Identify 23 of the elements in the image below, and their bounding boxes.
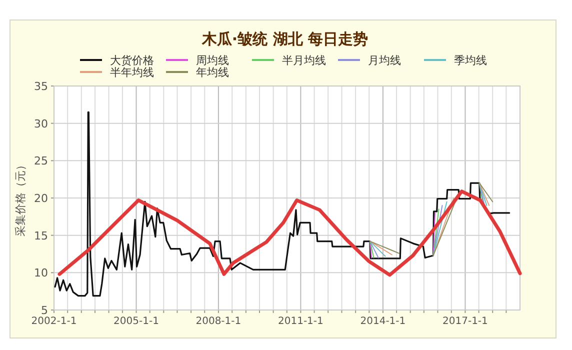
legend-label: 半月均线 xyxy=(282,54,326,67)
y-tick-label: 35 xyxy=(34,80,48,93)
x-tick-label: 2005-1-1 xyxy=(114,316,159,327)
x-tick-label: 2014-1-1 xyxy=(360,316,406,327)
y-tick-label: 15 xyxy=(34,229,48,242)
legend-label: 月均线 xyxy=(368,54,401,67)
legend-label: 年均线 xyxy=(196,66,229,79)
y-tick-label: 30 xyxy=(34,117,48,130)
y-tick-label: 10 xyxy=(34,266,48,280)
y-tick-label: 25 xyxy=(34,154,48,168)
line-series xyxy=(58,190,522,277)
legend-label: 半年均线 xyxy=(110,66,154,79)
x-tick-label: 2002-1-1 xyxy=(31,316,77,327)
y-axis-title: 采集价格（元） xyxy=(14,160,27,236)
x-tick-label: 2011-1-1 xyxy=(278,316,324,327)
x-tick-label: 2008-1-1 xyxy=(196,316,242,327)
y-tick-label: 5 xyxy=(41,304,48,317)
chart-title: 木瓜·皱统 湖北 每日走势 xyxy=(200,30,368,48)
legend-label: 季均线 xyxy=(454,54,487,67)
y-tick-label: 20 xyxy=(34,192,48,205)
legend-label: 大货价格 xyxy=(110,54,154,67)
legend-label: 周均线 xyxy=(196,54,229,67)
x-tick-label: 2017-1-1 xyxy=(442,316,488,327)
